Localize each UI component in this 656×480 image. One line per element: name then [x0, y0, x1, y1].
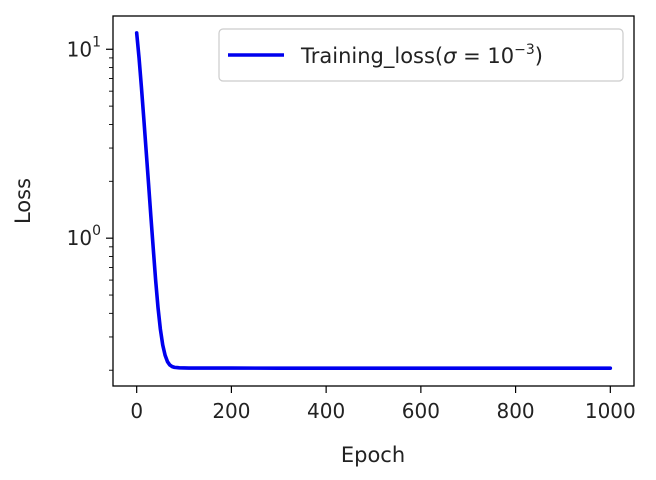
- x-tick-label: 800: [496, 399, 534, 423]
- legend-box: [218, 28, 624, 82]
- training-loss-line: [134, 31, 613, 370]
- plot-frame: [112, 15, 635, 387]
- y-tick-label: 100: [67, 223, 101, 250]
- legend-sigma: σ: [443, 44, 457, 68]
- legend-prefix: Training_loss(: [300, 44, 443, 69]
- y-tick-exponent: 0: [92, 223, 101, 239]
- x-tick-label: 1000: [585, 399, 636, 423]
- x-tick-label: 400: [307, 399, 345, 423]
- x-tick-label: 200: [212, 399, 250, 423]
- x-tick-label: 0: [130, 399, 143, 423]
- y-tick-label: 101: [67, 34, 101, 61]
- legend-suffix: ): [535, 44, 543, 68]
- legend: Training_loss(σ = 10−3): [218, 28, 624, 82]
- y-tick-exponent: 1: [92, 34, 101, 50]
- x-axis-label: Epoch: [341, 443, 405, 467]
- x-tick-label: 600: [402, 399, 440, 423]
- x-axis-ticks: 0 200 400 600 800 1000: [130, 386, 636, 423]
- y-axis-label: Loss: [11, 178, 35, 224]
- y-minor-ticks: [109, 57, 113, 371]
- legend-label: Training_loss(σ = 10−3): [300, 42, 543, 69]
- y-tick-base: 10: [67, 226, 92, 250]
- y-tick-base: 10: [67, 37, 92, 61]
- legend-equals: = 10: [456, 44, 514, 68]
- legend-exponent: −3: [514, 42, 535, 58]
